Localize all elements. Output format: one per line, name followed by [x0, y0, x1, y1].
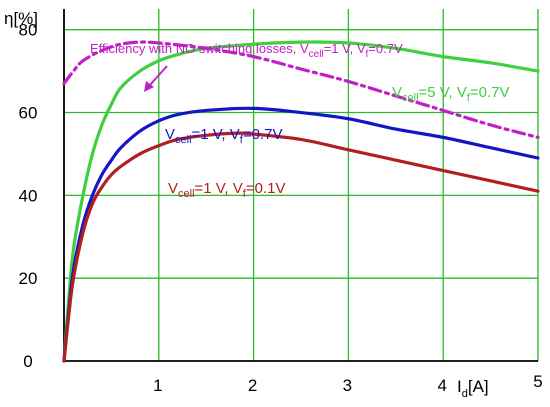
y-tick-label: 0 — [23, 352, 32, 371]
annotation-text: =0.7V — [470, 84, 510, 101]
annotation-subscript: f — [243, 188, 247, 200]
tick-labels: 0 20 40 60 80 1 2 3 4 5 — [19, 21, 543, 395]
annotation-subscript: f — [366, 49, 369, 60]
annotation-text: =1 V, V — [192, 126, 240, 143]
annotation-text: V — [165, 126, 175, 143]
annotation-text: =1 V, V — [195, 180, 243, 197]
annotation-arrow-line — [148, 65, 168, 87]
y-tick-label: 80 — [19, 21, 38, 40]
annotation-arrow-head — [144, 81, 154, 92]
x-tick-label: 1 — [153, 376, 162, 395]
x-tick-label: 2 — [248, 376, 257, 395]
annotation-1v-07v: Vcell=1 V, Vf=0.7V — [165, 126, 282, 146]
annotation-text: V — [168, 180, 178, 197]
annotation-subscript: f — [240, 134, 244, 146]
annotation-text: V — [392, 84, 402, 101]
y-tick-label: 20 — [19, 269, 38, 288]
annotation-subscript: cell — [178, 188, 195, 200]
annotation-subscript: cell — [402, 92, 419, 104]
annotation-5v-07v: Vcell=5 V, Vf=0.7V — [392, 84, 509, 104]
x-axis-label-sub: d — [462, 388, 468, 400]
annotation-subscript: cell — [175, 134, 192, 146]
annotation-text: =5 V, V — [419, 84, 467, 101]
annotation-text: =1 V, V — [324, 41, 366, 56]
x-axis-label-unit: [A] — [468, 377, 489, 396]
series-line-sideal — [62, 40, 540, 139]
annotation-ideal-efficiency: Efficiency with NO switching losses, Vce… — [90, 41, 403, 60]
series-group — [62, 40, 540, 363]
annotation-subscript: cell — [309, 49, 324, 60]
annotation-text: =0.7V — [243, 126, 283, 143]
x-tick-label: 3 — [343, 376, 352, 395]
series-line-s1v07 — [62, 106, 540, 363]
annotation-text: =0.1V — [246, 180, 286, 197]
x-tick-label: 4 — [437, 376, 446, 395]
series-line-s1v01 — [62, 131, 540, 363]
annotation-subscript: f — [467, 92, 471, 104]
y-tick-label: 40 — [19, 186, 38, 205]
annotation-1v-01v: Vcell=1 V, Vf=0.1V — [168, 180, 285, 200]
x-axis-label: Id[A] — [457, 377, 489, 400]
annotation-text: =0.7V — [368, 41, 403, 56]
x-axis-label-main: I — [457, 377, 462, 396]
grid — [64, 9, 539, 361]
x-tick-label: 5 — [533, 372, 542, 391]
series-line-s5v — [62, 40, 540, 363]
annotation-text: Efficiency with NO switching losses, V — [90, 41, 309, 56]
y-axis-label: η[%] — [4, 9, 38, 28]
axes — [63, 9, 538, 362]
y-tick-label: 60 — [19, 104, 38, 123]
